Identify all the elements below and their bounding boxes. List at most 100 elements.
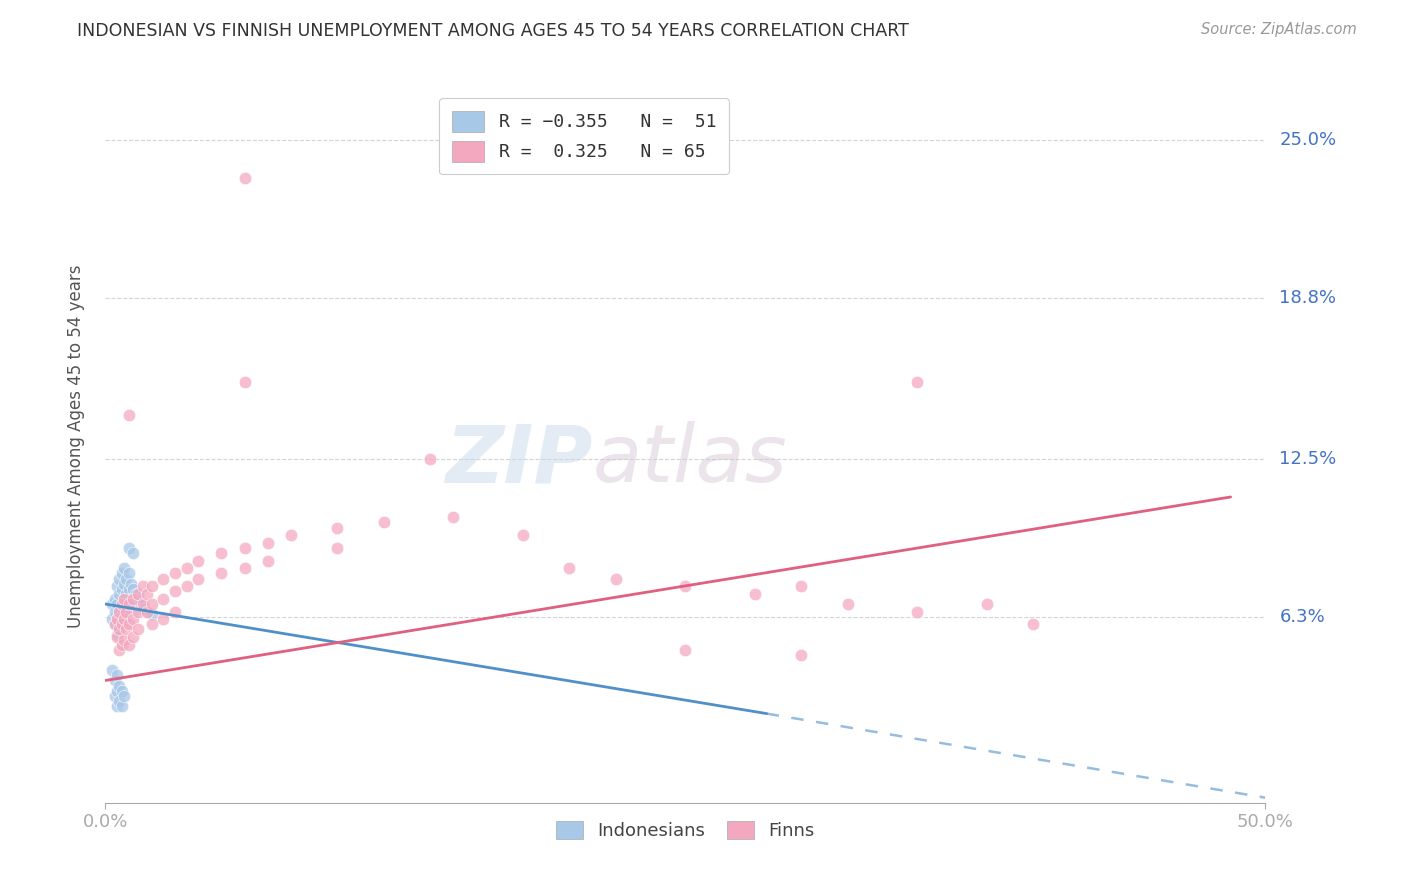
- Point: [1022, 617, 1045, 632]
- Point: [112, 689, 135, 703]
- Point: [111, 597, 134, 611]
- Point: [233, 171, 256, 186]
- Point: [118, 409, 141, 423]
- Point: [118, 597, 141, 611]
- Point: [101, 597, 124, 611]
- Point: [163, 584, 186, 599]
- Point: [111, 566, 134, 581]
- Point: [163, 566, 186, 581]
- Point: [115, 605, 138, 619]
- Text: Source: ZipAtlas.com: Source: ZipAtlas.com: [1201, 22, 1357, 37]
- Point: [512, 528, 534, 542]
- Point: [105, 668, 128, 682]
- Point: [105, 698, 128, 713]
- Point: [605, 572, 627, 586]
- Point: [120, 576, 142, 591]
- Point: [790, 648, 813, 662]
- Text: atlas: atlas: [593, 421, 787, 500]
- Point: [141, 607, 163, 622]
- Point: [233, 541, 256, 555]
- Point: [419, 451, 441, 466]
- Point: [152, 612, 174, 626]
- Point: [326, 541, 349, 555]
- Point: [105, 579, 128, 593]
- Point: [124, 602, 146, 616]
- Point: [112, 607, 135, 622]
- Point: [141, 579, 163, 593]
- Text: 18.8%: 18.8%: [1279, 289, 1336, 307]
- Point: [108, 643, 131, 657]
- Point: [129, 597, 152, 611]
- Point: [108, 679, 131, 693]
- Point: [105, 612, 128, 626]
- Point: [105, 597, 128, 611]
- Point: [326, 520, 349, 534]
- Point: [211, 566, 233, 581]
- Point: [907, 376, 929, 390]
- Y-axis label: Unemployment Among Ages 45 to 54 years: Unemployment Among Ages 45 to 54 years: [66, 264, 84, 628]
- Point: [115, 572, 138, 586]
- Point: [120, 591, 142, 606]
- Point: [558, 561, 581, 575]
- Point: [112, 612, 135, 626]
- Point: [108, 623, 131, 637]
- Text: 6.3%: 6.3%: [1279, 607, 1324, 626]
- Point: [122, 630, 145, 644]
- Point: [104, 617, 127, 632]
- Point: [115, 602, 138, 616]
- Point: [131, 579, 153, 593]
- Point: [136, 587, 159, 601]
- Point: [280, 528, 302, 542]
- Text: 12.5%: 12.5%: [1279, 450, 1337, 467]
- Point: [112, 576, 135, 591]
- Point: [111, 698, 134, 713]
- Point: [122, 591, 145, 606]
- Point: [118, 566, 141, 581]
- Point: [111, 582, 134, 596]
- Point: [111, 683, 134, 698]
- Point: [976, 597, 998, 611]
- Point: [101, 663, 124, 677]
- Point: [108, 605, 131, 619]
- Point: [118, 582, 141, 596]
- Point: [136, 605, 159, 619]
- Point: [108, 587, 131, 601]
- Point: [108, 623, 131, 637]
- Legend: Indonesians, Finns: Indonesians, Finns: [548, 814, 823, 847]
- Point: [105, 612, 128, 626]
- Point: [187, 572, 209, 586]
- Point: [105, 683, 128, 698]
- Point: [441, 510, 464, 524]
- Point: [101, 612, 124, 626]
- Point: [141, 617, 163, 632]
- Point: [111, 612, 134, 626]
- Point: [907, 605, 929, 619]
- Point: [744, 587, 766, 601]
- Point: [118, 541, 141, 555]
- Point: [176, 561, 198, 575]
- Text: INDONESIAN VS FINNISH UNEMPLOYMENT AMONG AGES 45 TO 54 YEARS CORRELATION CHART: INDONESIAN VS FINNISH UNEMPLOYMENT AMONG…: [77, 22, 910, 40]
- Point: [233, 561, 256, 575]
- Point: [131, 597, 153, 611]
- Point: [105, 627, 128, 641]
- Point: [112, 591, 135, 606]
- Point: [122, 612, 145, 626]
- Point: [108, 605, 131, 619]
- Point: [118, 597, 141, 611]
- Text: 25.0%: 25.0%: [1279, 131, 1337, 149]
- Point: [152, 572, 174, 586]
- Point: [211, 546, 233, 560]
- Point: [108, 694, 131, 708]
- Point: [127, 623, 149, 637]
- Point: [104, 689, 127, 703]
- Point: [122, 597, 145, 611]
- Point: [104, 617, 127, 632]
- Point: [111, 617, 134, 632]
- Point: [163, 605, 186, 619]
- Point: [373, 516, 395, 530]
- Point: [176, 579, 198, 593]
- Point: [257, 554, 280, 568]
- Point: [112, 591, 135, 606]
- Point: [122, 546, 145, 560]
- Point: [136, 605, 159, 619]
